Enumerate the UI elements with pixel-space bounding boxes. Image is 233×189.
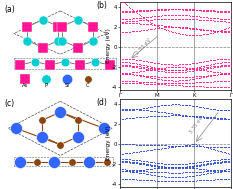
Point [76, 119, 80, 122]
Text: 2.53 eV: 2.53 eV [135, 37, 152, 56]
Point [60, 39, 64, 42]
Point [48, 64, 52, 67]
Point [65, 77, 69, 80]
Point [45, 77, 48, 80]
Point [33, 60, 37, 63]
Point [18, 64, 22, 67]
Point [93, 60, 97, 63]
Point [57, 39, 60, 42]
Point [108, 64, 112, 67]
Point [60, 25, 64, 28]
Point [25, 39, 29, 42]
Y-axis label: Energy (eV): Energy (eV) [106, 125, 110, 160]
Text: C: C [86, 83, 90, 88]
Point [76, 46, 79, 49]
Text: (c): (c) [5, 99, 15, 108]
Point [40, 119, 44, 122]
Point [14, 127, 18, 130]
Point [91, 39, 95, 42]
Point [40, 135, 44, 138]
Point [76, 18, 79, 21]
Point [91, 25, 95, 28]
Y-axis label: Energy (eV): Energy (eV) [106, 29, 110, 64]
Point [78, 64, 82, 67]
Point [58, 111, 62, 114]
Point [87, 160, 91, 163]
Point [70, 160, 74, 163]
Text: (b): (b) [96, 1, 107, 10]
Point [57, 25, 60, 28]
Point [76, 135, 80, 138]
Point [86, 77, 90, 80]
Text: (a): (a) [5, 5, 15, 14]
Text: P: P [45, 83, 48, 88]
Point [18, 160, 22, 163]
Point [25, 25, 29, 28]
Point [24, 77, 27, 80]
Point [58, 143, 62, 146]
Text: 3.35 eV: 3.35 eV [189, 115, 204, 135]
Text: Si: Si [65, 83, 70, 88]
Point [63, 60, 67, 63]
Point [41, 18, 45, 21]
Point [35, 160, 39, 163]
Point [102, 127, 106, 130]
Point [41, 46, 45, 49]
Text: (d): (d) [96, 98, 107, 107]
Point [53, 160, 56, 163]
Point [105, 160, 108, 163]
Text: As: As [22, 83, 29, 88]
